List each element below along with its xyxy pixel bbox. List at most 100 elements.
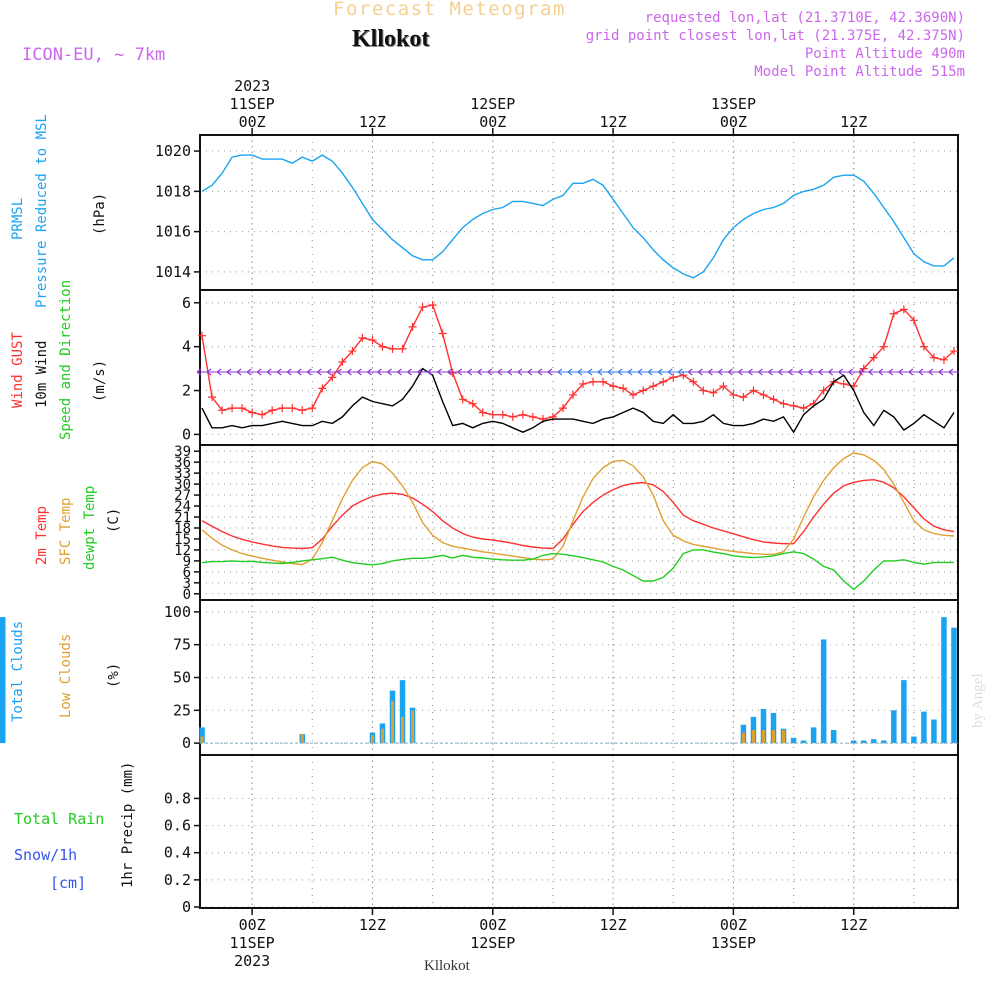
wind-arrow: [788, 368, 799, 376]
wind-arrow: [286, 368, 298, 376]
bottom-time-label: 00Z: [239, 916, 266, 934]
gust-point: [348, 347, 357, 356]
gust-point: [458, 395, 467, 404]
gust-point: [669, 373, 678, 382]
wind-ytick-label: 0: [182, 425, 191, 443]
total-cloud-bar: [951, 627, 957, 744]
top-time-label: 00Z: [239, 113, 266, 131]
total-cloud-bar: [770, 712, 777, 744]
wind-arrow: [226, 368, 238, 376]
wind-arrow: [467, 368, 478, 376]
wind-arrow: [276, 368, 288, 376]
temperature-ytick-label: 21: [174, 510, 191, 526]
wind-arrow: [557, 368, 568, 376]
wind-arrow: [547, 368, 558, 376]
wind-arrow: [417, 368, 428, 376]
wind-arrow: [657, 368, 669, 376]
gust-point: [508, 412, 517, 421]
gust-point: [609, 382, 618, 391]
gust-point: [939, 355, 948, 364]
wind-arrow: [597, 368, 609, 376]
temperature-ytick-label: 0: [183, 587, 191, 603]
gust-point: [639, 386, 648, 395]
total-cloud-bar: [861, 740, 867, 744]
gust-point: [909, 316, 918, 325]
gust-point: [498, 410, 507, 419]
low-cloud-bar: [401, 716, 405, 744]
wind-arrow: [357, 368, 368, 376]
wind-arrow: [537, 368, 548, 376]
gust-point: [468, 399, 477, 408]
gust-point: [438, 329, 447, 338]
wind-arrow: [868, 368, 879, 376]
wind-arrow: [296, 368, 308, 376]
gust-point: [358, 333, 367, 342]
temperature-series-line: [201, 549, 954, 591]
gust-point: [268, 406, 277, 415]
total-cloud-bar: [199, 727, 205, 744]
gust-point: [378, 342, 387, 351]
wind-arrow: [728, 368, 739, 376]
total-cloud-bar: [891, 710, 897, 744]
wind-arrow: [387, 368, 398, 376]
wind-arrow: [918, 368, 929, 376]
gust-point: [949, 347, 958, 356]
top-year-label: 2023: [234, 77, 270, 95]
wind-arrow: [858, 368, 869, 376]
gust-point: [198, 331, 207, 340]
gust-point: [298, 406, 307, 415]
low-cloud-bar: [751, 730, 755, 744]
gust-point: [839, 379, 848, 388]
pressure-series-line: [201, 154, 955, 279]
bottom-year-label: 2023: [234, 952, 270, 970]
wind-arrow: [687, 368, 699, 376]
wind-arrow: [266, 368, 278, 376]
gust-point: [919, 342, 928, 351]
wind-arrow: [838, 368, 849, 376]
wind-arrow: [888, 368, 899, 376]
wind-arrow: [407, 368, 418, 376]
gust-point: [278, 404, 287, 413]
gust-point: [308, 404, 317, 413]
gust-point: [879, 342, 888, 351]
wind-arrow: [828, 368, 839, 376]
wind-arrow: [256, 368, 268, 376]
total-cloud-bar: [820, 639, 827, 744]
pressure-frame: [199, 134, 959, 291]
wind-arrow: [778, 368, 789, 376]
point-altitude: Point Altitude 490m: [804, 46, 965, 62]
temperature-ytick-label: 24: [174, 499, 191, 515]
clouds-ytick-label: 50: [173, 669, 191, 687]
wind-arrow: [567, 368, 578, 376]
pressure-ytick-label: 1020: [155, 142, 191, 160]
gust-point: [318, 384, 327, 393]
wind-arrow: [637, 368, 649, 376]
gust-point: [709, 388, 718, 397]
gust-point: [338, 358, 347, 367]
gust-point: [749, 386, 758, 395]
wind-series-line: [201, 367, 955, 434]
bottom-time-label: 00Z: [720, 916, 747, 934]
temperature-series-line: [201, 478, 955, 550]
wind-arrow: [808, 368, 819, 376]
top-time-label: 12Z: [600, 113, 627, 131]
wind-arrow: [447, 368, 458, 376]
low-cloud-bar: [200, 736, 204, 744]
wind-arrow: [647, 368, 659, 376]
precip-frame: [199, 754, 959, 909]
temperature-frame: [199, 444, 959, 601]
low-cloud-bar: [772, 730, 776, 744]
wind-arrow: [306, 368, 318, 376]
gust-point: [819, 386, 828, 395]
gust-point: [869, 353, 878, 362]
gust-point: [328, 373, 337, 382]
gust-point: [238, 404, 247, 413]
wind-arrow: [758, 368, 769, 376]
wind-arrow: [667, 368, 679, 376]
location-title: Kllokot: [352, 26, 430, 52]
wind-arrow: [607, 368, 619, 376]
gust-point: [428, 300, 437, 309]
gust-point: [218, 406, 227, 415]
wind-arrow: [246, 368, 258, 376]
snow-unit-label: [cm]: [50, 874, 87, 892]
